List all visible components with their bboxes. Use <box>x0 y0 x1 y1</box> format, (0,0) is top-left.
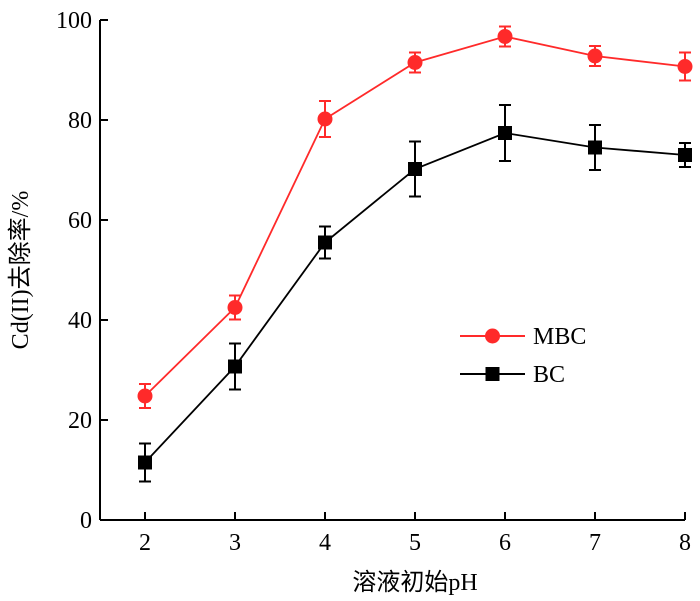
x-tick-label: 5 <box>409 530 421 556</box>
data-point <box>677 59 693 74</box>
data-point <box>678 148 692 162</box>
y-tick-label: 40 <box>68 308 92 334</box>
data-point <box>137 388 153 404</box>
y-axis: 0 20 40 60 80 100 <box>56 8 108 534</box>
series-line <box>144 35 686 397</box>
data-point <box>498 126 512 140</box>
series-mbc <box>137 25 693 409</box>
data-point <box>318 235 332 250</box>
data-point <box>497 29 513 44</box>
x-tick-label: 4 <box>319 530 331 556</box>
x-axis-title: 溶液初始pH <box>352 569 477 596</box>
data-point <box>588 140 602 155</box>
data-point <box>407 55 423 70</box>
x-tick-label: 7 <box>589 530 601 556</box>
legend: MBC BC <box>460 324 586 388</box>
data-point <box>317 111 333 127</box>
y-axis-title: Cd(II)去除率/% <box>7 191 34 350</box>
data-point <box>138 455 152 470</box>
legend-marker <box>485 367 500 381</box>
x-tick-label: 8 <box>679 530 691 556</box>
series-layer <box>137 25 693 483</box>
legend-item-mbc: MBC <box>460 324 586 350</box>
data-point <box>408 162 422 176</box>
data-point <box>587 48 603 64</box>
x-tick-label: 2 <box>139 530 151 556</box>
y-tick-label: 0 <box>80 508 92 534</box>
x-axis: 2 3 4 5 6 7 8 <box>139 512 691 556</box>
y-tick-label: 100 <box>56 8 92 34</box>
x-tick-label: 6 <box>499 530 511 556</box>
series-bc <box>138 104 692 483</box>
y-tick-label: 80 <box>68 108 92 134</box>
plot-area <box>99 20 685 521</box>
legend-item-bc: BC <box>460 362 565 388</box>
y-tick-label: 60 <box>68 208 92 234</box>
data-point <box>227 300 243 315</box>
data-point <box>228 359 242 374</box>
legend-marker <box>485 328 500 344</box>
legend-label: BC <box>533 362 565 388</box>
y-tick-label: 20 <box>68 408 92 434</box>
legend-label: MBC <box>533 324 586 350</box>
x-tick-label: 3 <box>229 530 241 556</box>
